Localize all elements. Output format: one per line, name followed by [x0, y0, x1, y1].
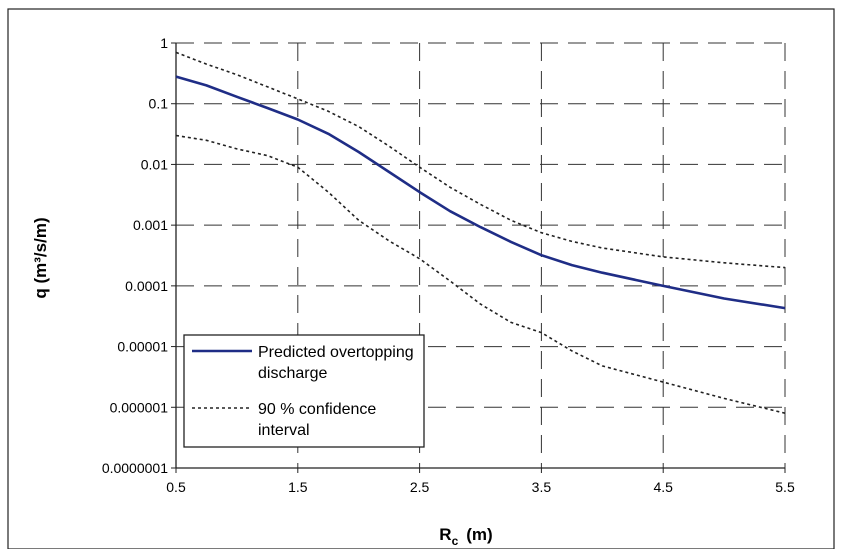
series-line-confidence-upper — [175, 51, 786, 269]
x-tick-label: 4.5 — [653, 479, 673, 495]
y-tick-label: 0.0000001 — [102, 460, 168, 476]
y-tick-label: 0.0001 — [125, 278, 168, 294]
series-group — [175, 51, 786, 414]
y-tick-label: 0.00001 — [117, 339, 168, 355]
legend: Predicted overtopping discharge 90 % con… — [183, 334, 425, 448]
tick-labels: 1 0.1 0.01 0.001 0.0001 0.00001 0.000001 0.0000… — [102, 35, 795, 495]
x-tick-label: 0.5 — [166, 479, 186, 495]
x-tick-label: 5.5 — [775, 479, 795, 495]
x-tick-label: 1.5 — [288, 479, 308, 495]
y-tick-label: 0.000001 — [110, 399, 169, 415]
series-line-predicted — [175, 75, 786, 310]
x-axis-title: Rc (m) — [439, 525, 492, 548]
x-axis-title-sub: c — [452, 534, 459, 548]
x-axis-title-unit: (m) — [466, 525, 492, 544]
chart-frame — [7, 8, 835, 550]
axes — [171, 42, 786, 473]
legend-label-predicted-line2: discharge — [258, 365, 327, 382]
y-tick-label: 0.001 — [133, 217, 168, 233]
legend-box — [183, 334, 425, 448]
legend-label-confidence-line1: 90 % confidence — [258, 401, 376, 418]
y-tick-label: 1 — [160, 35, 168, 51]
legend-label-predicted-line1: Predicted overtopping — [258, 344, 414, 361]
x-tick-label: 3.5 — [532, 479, 552, 495]
y-tick-label: 0.01 — [141, 156, 168, 172]
x-axis-title-main: R — [439, 525, 451, 544]
y-tick-label: 0.1 — [149, 96, 169, 112]
legend-label-confidence-line2: interval — [258, 422, 310, 439]
x-tick-label: 2.5 — [410, 479, 430, 495]
y-axis-title: q (m³/s/m) — [31, 217, 50, 298]
